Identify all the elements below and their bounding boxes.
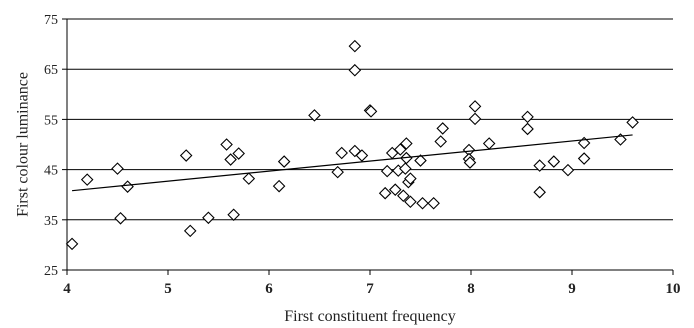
data-point xyxy=(272,179,286,193)
x-tick-label: 7 xyxy=(366,281,374,297)
data-point xyxy=(277,155,291,168)
y-tick-label: 65 xyxy=(44,63,58,78)
data-point xyxy=(427,196,440,210)
data-point xyxy=(183,224,197,238)
gridlines xyxy=(67,18,673,221)
data-point xyxy=(242,172,256,185)
data-point xyxy=(380,164,394,178)
x-tick-label: 5 xyxy=(164,281,172,297)
data-point xyxy=(394,143,407,156)
x-axis-ticks: 4 5 6 7 8 9 10 xyxy=(63,270,681,297)
data-point xyxy=(80,173,94,186)
data-point xyxy=(414,154,427,167)
data-point xyxy=(111,162,124,175)
data-point xyxy=(468,100,482,113)
data-point xyxy=(388,183,402,196)
data-point xyxy=(224,153,237,166)
data-point xyxy=(179,149,193,162)
y-axis-ticks: 25 35 45 55 65 75 xyxy=(44,13,67,279)
data-point xyxy=(364,105,378,118)
data-point xyxy=(331,165,344,179)
data-points xyxy=(65,39,639,251)
data-point xyxy=(308,109,321,122)
data-point xyxy=(65,237,79,251)
data-point xyxy=(577,152,591,165)
data-point xyxy=(416,196,429,210)
y-tick-label: 45 xyxy=(44,164,58,179)
y-tick-label: 25 xyxy=(44,264,58,279)
x-tick-label: 4 xyxy=(63,281,71,297)
data-point xyxy=(202,211,215,225)
data-point xyxy=(397,189,410,202)
x-axis-title: First constituent frequency xyxy=(284,308,456,325)
y-axis-title: First colour luminance xyxy=(15,72,32,217)
x-tick-label: 10 xyxy=(666,281,681,297)
data-point xyxy=(482,137,496,150)
data-point xyxy=(220,138,233,151)
data-point xyxy=(121,180,134,193)
data-point xyxy=(533,185,546,199)
data-point xyxy=(547,155,561,168)
data-point xyxy=(463,156,477,169)
data-point xyxy=(355,149,369,162)
data-point xyxy=(227,208,240,222)
x-tick-label: 9 xyxy=(568,281,576,297)
x-tick-label: 8 xyxy=(467,281,475,297)
data-point xyxy=(561,163,575,177)
data-point xyxy=(348,63,362,77)
data-point xyxy=(335,146,348,160)
data-point xyxy=(399,162,412,175)
data-point xyxy=(521,110,534,124)
data-point xyxy=(468,112,482,126)
trendline xyxy=(71,134,633,192)
data-point xyxy=(436,122,449,135)
data-point xyxy=(348,39,362,53)
data-point xyxy=(404,195,417,209)
y-tick-label: 75 xyxy=(44,13,58,28)
x-tick-label: 6 xyxy=(265,281,273,297)
data-point xyxy=(404,172,417,185)
data-point xyxy=(521,122,534,136)
data-point xyxy=(114,212,127,225)
y-tick-label: 55 xyxy=(44,113,58,128)
data-point xyxy=(533,159,546,172)
data-point xyxy=(378,186,392,200)
y-tick-label: 35 xyxy=(44,214,58,229)
data-point xyxy=(626,116,639,129)
data-point xyxy=(434,135,447,148)
data-point xyxy=(232,147,245,160)
data-point xyxy=(400,137,413,150)
